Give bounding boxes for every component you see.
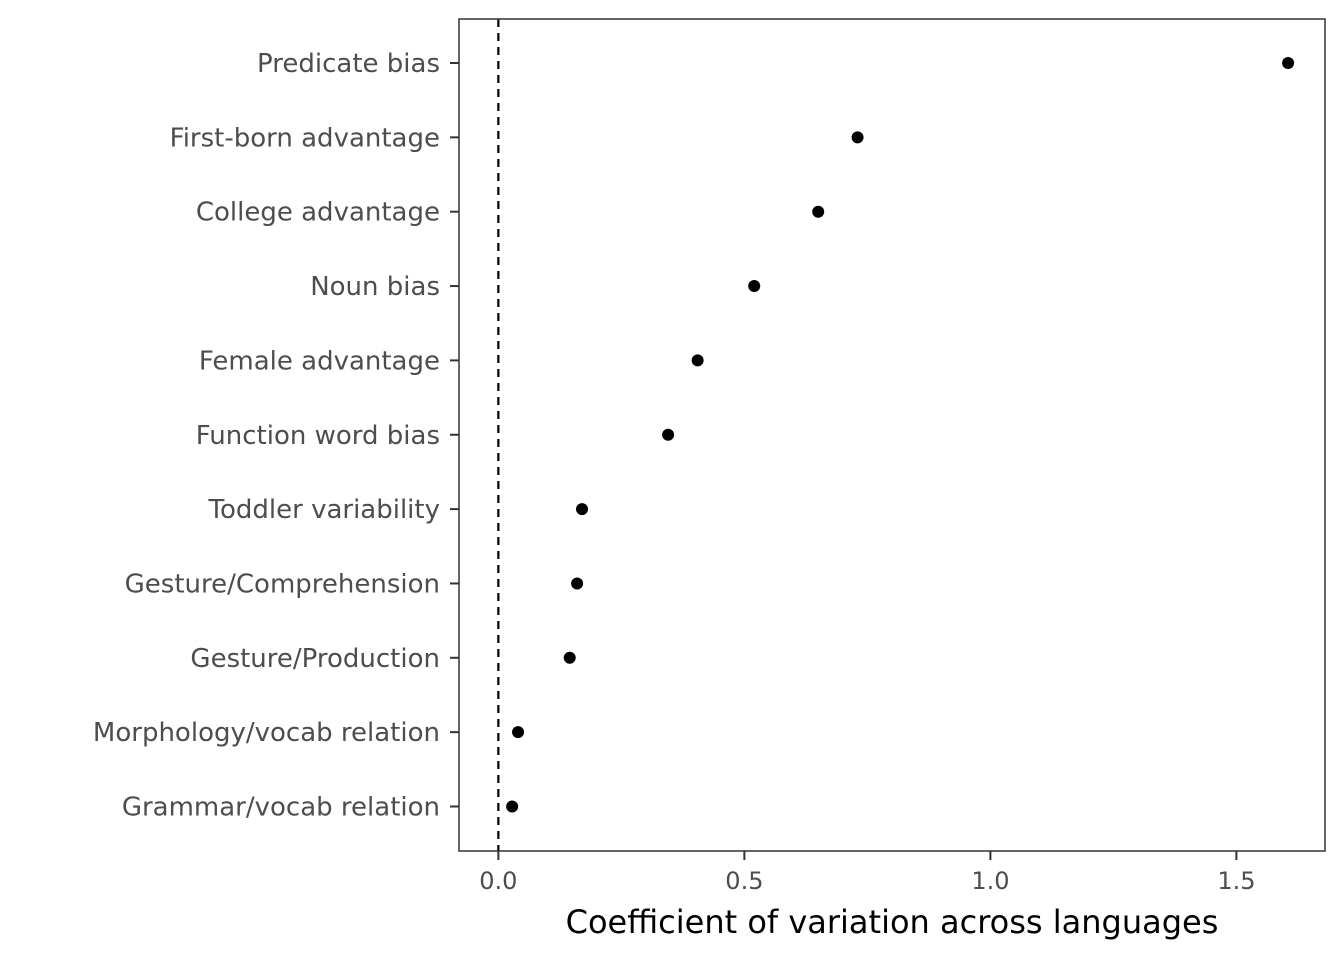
x-tick-label: 0.0 bbox=[479, 867, 517, 895]
y-tick-label: Grammar/vocab relation bbox=[122, 793, 440, 823]
data-point bbox=[506, 800, 519, 813]
x-axis-labels: 0.0 0.5 1.0 1.5 bbox=[479, 867, 1255, 895]
data-point bbox=[571, 577, 584, 590]
y-tick-label: College advantage bbox=[196, 198, 440, 228]
data-points bbox=[506, 57, 1295, 813]
data-point bbox=[851, 131, 864, 144]
y-tick-label: Predicate bias bbox=[257, 49, 440, 79]
x-axis-ticks bbox=[497, 851, 1238, 860]
plot-panel-border bbox=[458, 18, 1326, 852]
data-point bbox=[1282, 57, 1295, 69]
y-axis-ticks bbox=[450, 62, 459, 808]
data-point bbox=[691, 354, 704, 367]
data-point bbox=[512, 726, 525, 739]
y-tick-label: Function word bias bbox=[196, 421, 440, 451]
data-point bbox=[563, 651, 576, 664]
data-point bbox=[748, 280, 761, 293]
y-tick-label: Noun bias bbox=[310, 272, 440, 302]
data-point bbox=[576, 503, 589, 516]
y-tick-label: Morphology/vocab relation bbox=[93, 718, 440, 748]
x-axis-title: Coefficient of variation across language… bbox=[566, 903, 1219, 941]
x-tick-label: 1.5 bbox=[1217, 867, 1255, 895]
x-tick-label: 1.0 bbox=[971, 867, 1009, 895]
y-tick-label: Gesture/Comprehension bbox=[125, 569, 440, 599]
y-tick-label: Gesture/Production bbox=[190, 644, 440, 674]
y-tick-label: First-born advantage bbox=[170, 123, 440, 153]
data-point bbox=[662, 428, 675, 441]
y-tick-label: Toddler variability bbox=[208, 495, 440, 525]
x-tick-label: 0.5 bbox=[725, 867, 763, 895]
y-axis-labels: Predicate bias First-born advantage Colleg… bbox=[93, 49, 440, 823]
y-tick-label: Female advantage bbox=[199, 346, 440, 376]
data-point bbox=[812, 205, 825, 218]
